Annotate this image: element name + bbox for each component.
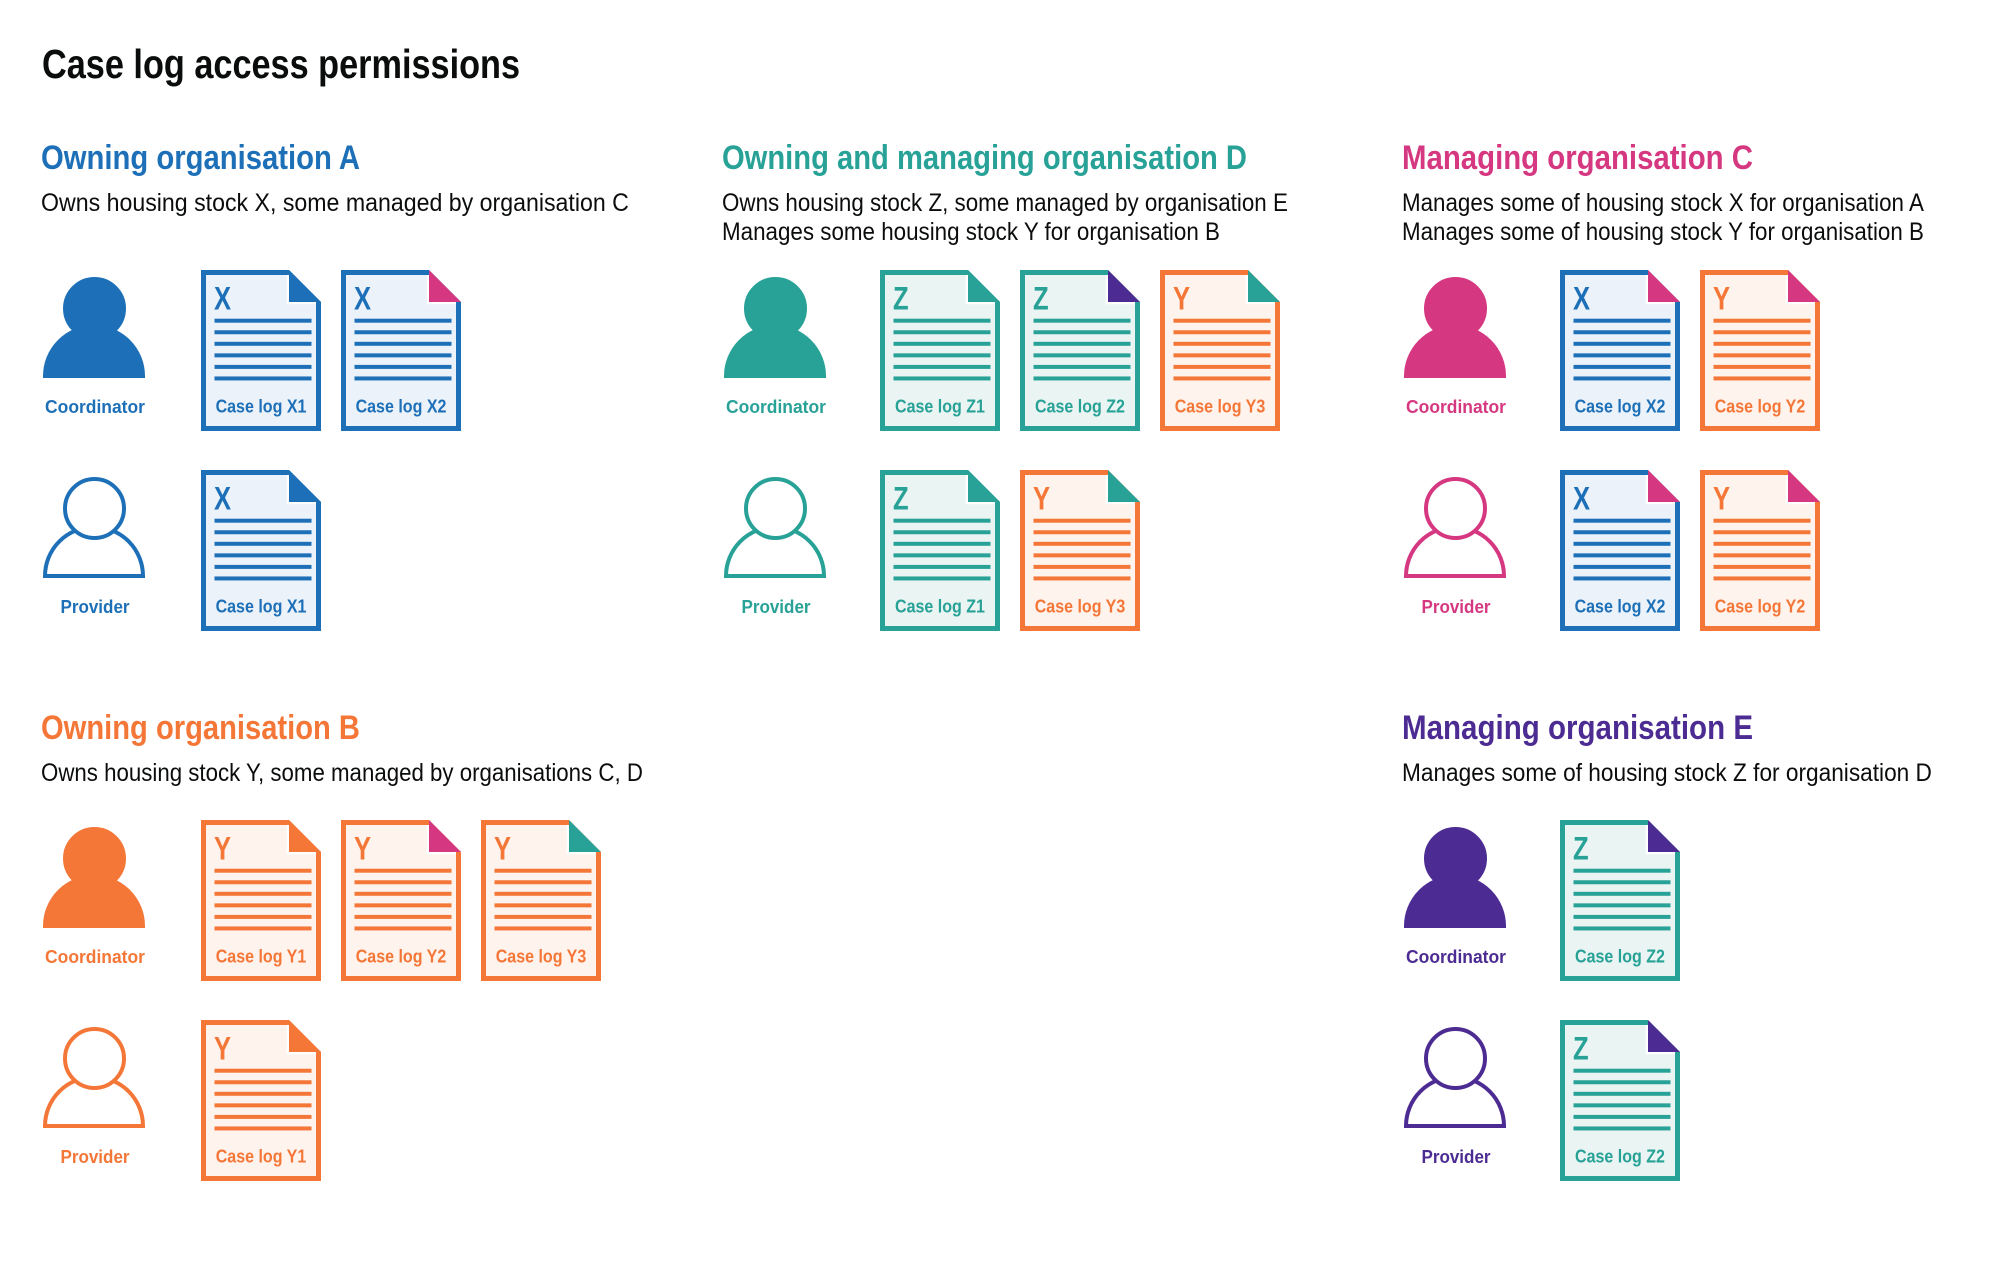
svg-text:Case log Y1: Case log Y1 bbox=[215, 1146, 306, 1167]
svg-text:Y: Y bbox=[1713, 282, 1730, 317]
svg-text:Case log Z2: Case log Z2 bbox=[1575, 1146, 1665, 1167]
svg-text:X: X bbox=[214, 482, 232, 517]
svg-text:Z: Z bbox=[893, 282, 909, 317]
svg-text:X: X bbox=[214, 282, 232, 317]
svg-text:Case log X2: Case log X2 bbox=[1575, 596, 1666, 617]
svg-text:Y: Y bbox=[214, 832, 231, 867]
svg-text:Case log Y2: Case log Y2 bbox=[1715, 396, 1806, 417]
svg-text:Case log Z1: Case log Z1 bbox=[895, 596, 985, 617]
svg-text:Z: Z bbox=[1573, 832, 1589, 867]
svg-text:Case log X1: Case log X1 bbox=[215, 396, 306, 417]
svg-text:Case log X2: Case log X2 bbox=[355, 396, 446, 417]
svg-text:Case log Y3: Case log Y3 bbox=[1035, 596, 1126, 617]
svg-text:X: X bbox=[1573, 282, 1591, 317]
svg-text:X: X bbox=[1573, 482, 1591, 517]
svg-text:Case log Y1: Case log Y1 bbox=[215, 946, 306, 967]
svg-text:Y: Y bbox=[1033, 482, 1050, 517]
svg-text:Z: Z bbox=[1033, 282, 1049, 317]
svg-text:Case log Y3: Case log Y3 bbox=[495, 946, 586, 967]
svg-text:Y: Y bbox=[214, 1032, 231, 1067]
svg-text:Z: Z bbox=[893, 482, 909, 517]
svg-text:Y: Y bbox=[494, 832, 511, 867]
svg-text:Y: Y bbox=[1713, 482, 1730, 517]
svg-text:Case log Y2: Case log Y2 bbox=[1715, 596, 1806, 617]
svg-text:Z: Z bbox=[1573, 1032, 1589, 1067]
svg-text:Y: Y bbox=[354, 832, 371, 867]
svg-text:Y: Y bbox=[1173, 282, 1190, 317]
svg-text:Case log X2: Case log X2 bbox=[1575, 396, 1666, 417]
svg-text:Case log Y3: Case log Y3 bbox=[1175, 396, 1266, 417]
svg-text:Case log Z1: Case log Z1 bbox=[895, 396, 985, 417]
svg-text:Case log Y2: Case log Y2 bbox=[355, 946, 446, 967]
svg-text:X: X bbox=[354, 282, 372, 317]
svg-text:Case log X1: Case log X1 bbox=[215, 596, 306, 617]
svg-text:Case log Z2: Case log Z2 bbox=[1035, 396, 1125, 417]
svg-text:Case log Z2: Case log Z2 bbox=[1575, 946, 1665, 967]
